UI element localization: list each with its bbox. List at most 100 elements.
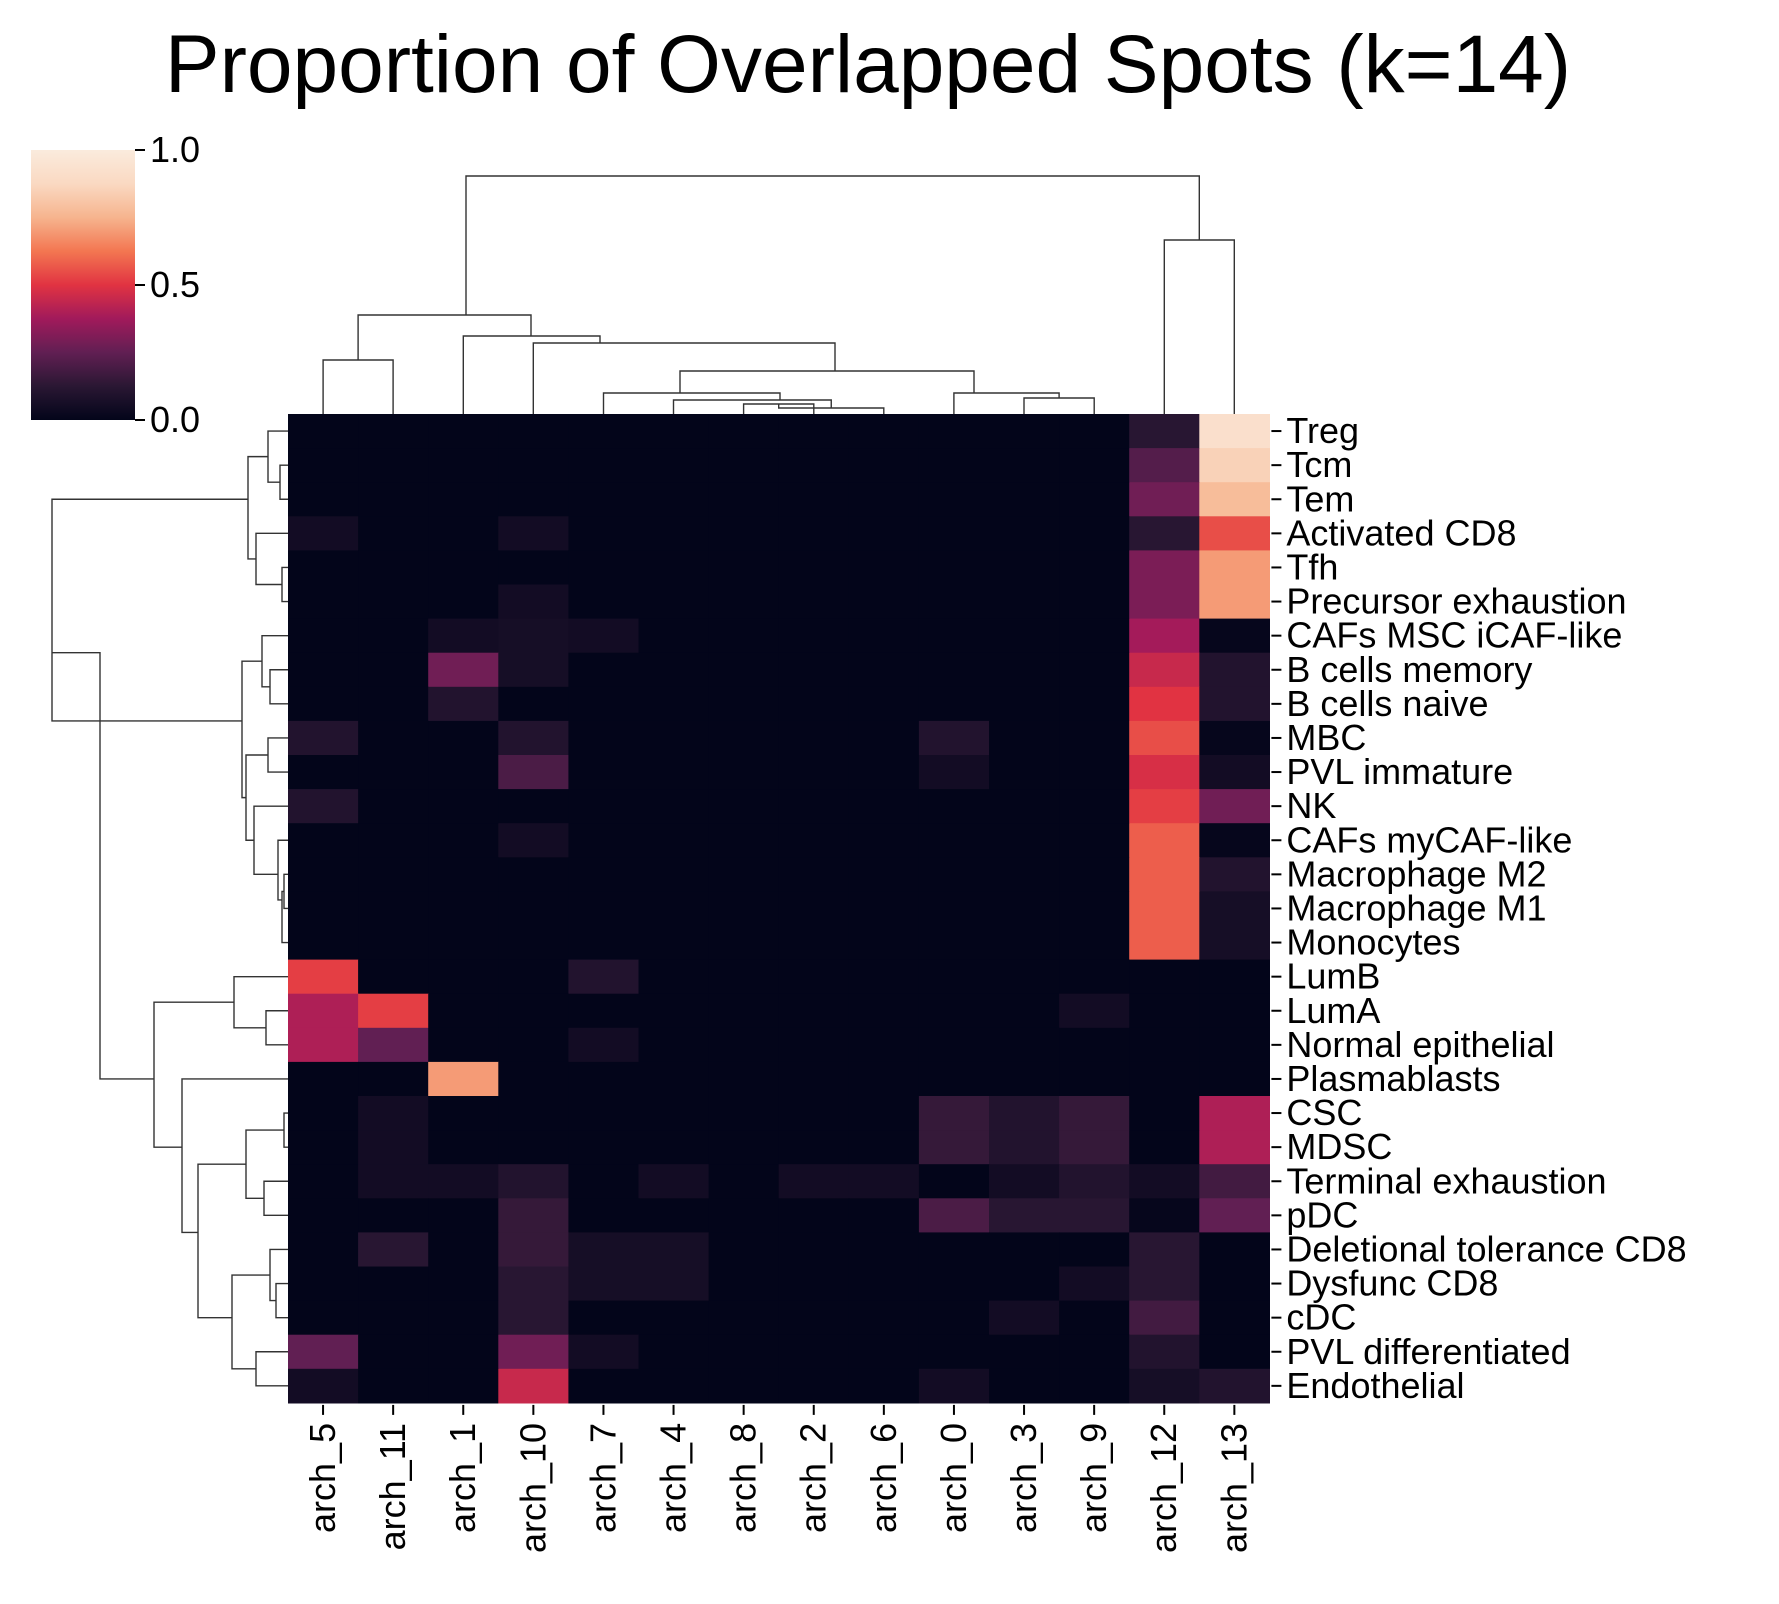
heatmap-cell: [1059, 1368, 1130, 1404]
heatmap-cell: [708, 925, 780, 961]
heatmap-cell: [989, 414, 1060, 449]
heatmap-cell: [918, 584, 990, 620]
heatmap-cell: [288, 720, 359, 756]
heatmap-cell: [918, 993, 990, 1029]
heatmap-cell: [288, 652, 359, 688]
heatmap-cell: [1059, 823, 1130, 858]
heatmap-cell: [848, 516, 920, 551]
row-label: Dysfunc CD8: [1286, 1263, 1498, 1304]
heatmap-cell: [428, 925, 499, 961]
heatmap-cell: [358, 550, 429, 586]
heatmap-cell: [358, 1061, 429, 1097]
heatmap-cell: [1129, 414, 1200, 449]
heatmap-cell: [918, 1300, 990, 1336]
column-label: arch_3: [1003, 1423, 1044, 1533]
heatmap-cell: [638, 1266, 710, 1302]
heatmap-cell: [778, 482, 850, 517]
heatmap-cell: [778, 959, 850, 995]
heatmap-cell: [708, 1266, 780, 1302]
heatmap-cell: [358, 1198, 429, 1233]
heatmap-cell: [848, 618, 920, 654]
heatmap-cell: [989, 686, 1060, 722]
column-label: arch_2: [793, 1423, 834, 1533]
heatmap-cell: [708, 1027, 780, 1063]
heatmap-cell: [778, 1130, 850, 1165]
heatmap-cell: [989, 1368, 1060, 1404]
heatmap-cell: [1129, 1266, 1200, 1302]
row-label: Terminal exhaustion: [1286, 1160, 1606, 1201]
heatmap-cell: [1059, 1164, 1130, 1199]
heatmap-cell: [989, 925, 1060, 961]
heatmap-cell: [1199, 1027, 1270, 1063]
heatmap-cell: [1199, 925, 1270, 961]
heatmap-cell: [918, 1096, 990, 1131]
heatmap-cell: [428, 1096, 499, 1131]
heatmap-cell: [568, 925, 640, 961]
heatmap-cell: [1199, 1334, 1270, 1370]
heatmap-cell: [848, 857, 920, 892]
heatmap-cell: [778, 1368, 850, 1404]
heatmap-cell: [638, 686, 710, 722]
dendrogram-link: [953, 392, 1060, 414]
heatmap-cell: [358, 1334, 429, 1370]
heatmap-cell: [848, 1096, 920, 1131]
heatmap-cell: [918, 414, 990, 449]
heatmap-cell: [989, 550, 1060, 586]
heatmap-cell: [358, 1096, 429, 1131]
heatmap-cell: [1129, 993, 1200, 1029]
heatmap-cell: [568, 1198, 640, 1233]
heatmap-cell: [778, 891, 850, 927]
column-label: arch_8: [723, 1423, 764, 1533]
heatmap-cell: [498, 1130, 569, 1165]
dendrogram-link: [265, 1010, 288, 1046]
row-label: CSC: [1286, 1092, 1362, 1133]
heatmap-cell: [1059, 686, 1130, 722]
heatmap-cell: [428, 1198, 499, 1233]
heatmap-cell: [358, 993, 429, 1029]
row-label: Monocytes: [1286, 922, 1460, 963]
heatmap-cell: [848, 959, 920, 995]
heatmap-cell: [1059, 720, 1130, 756]
heatmap-cell: [288, 686, 359, 722]
row-label: NK: [1286, 785, 1336, 826]
heatmap-cell: [848, 1368, 920, 1404]
heatmap-cell: [848, 1300, 920, 1336]
dendrogram-link: [602, 392, 781, 414]
heatmap-cell: [708, 891, 780, 927]
heatmap-cell: [1129, 686, 1200, 722]
row-label: PVL immature: [1286, 751, 1513, 792]
heatmap-cell: [989, 618, 1060, 654]
heatmap-cell: [989, 959, 1060, 995]
dendrogram-link: [52, 652, 154, 1080]
heatmap-cell: [918, 720, 990, 756]
heatmap-cell: [288, 1096, 359, 1131]
heatmap-cell: [1059, 482, 1130, 517]
dendrogram-link: [281, 566, 288, 603]
heatmap-cell: [708, 959, 780, 995]
heatmap-cell: [1129, 516, 1200, 551]
heatmap-cell: [568, 823, 640, 858]
heatmap-cell: [848, 993, 920, 1029]
colorbar-gradient: [31, 150, 135, 420]
heatmap-cell: [638, 959, 710, 995]
heatmap-cell: [778, 516, 850, 551]
heatmap-cell: [498, 823, 569, 858]
heatmap-cell: [778, 925, 850, 961]
dendrogram-link: [255, 532, 288, 586]
heatmap-cell: [498, 1027, 569, 1063]
heatmap-cell: [1199, 1061, 1270, 1097]
dendrogram-link: [197, 1163, 246, 1319]
heatmap-cell: [708, 686, 780, 722]
heatmap-cell: [638, 1368, 710, 1404]
heatmap-cell: [918, 618, 990, 654]
heatmap-cell: [708, 448, 780, 483]
row-label: CAFs MSC iCAF-like: [1286, 615, 1622, 656]
heatmap-cells: [288, 414, 1270, 1404]
heatmap-cell: [498, 1232, 569, 1268]
heatmap-cell: [498, 482, 569, 517]
heatmap-cell: [1129, 857, 1200, 892]
heatmap-cell: [778, 448, 850, 483]
heatmap-cell: [1059, 959, 1130, 995]
heatmap-cell: [638, 448, 710, 483]
column-label: arch_4: [653, 1423, 694, 1533]
